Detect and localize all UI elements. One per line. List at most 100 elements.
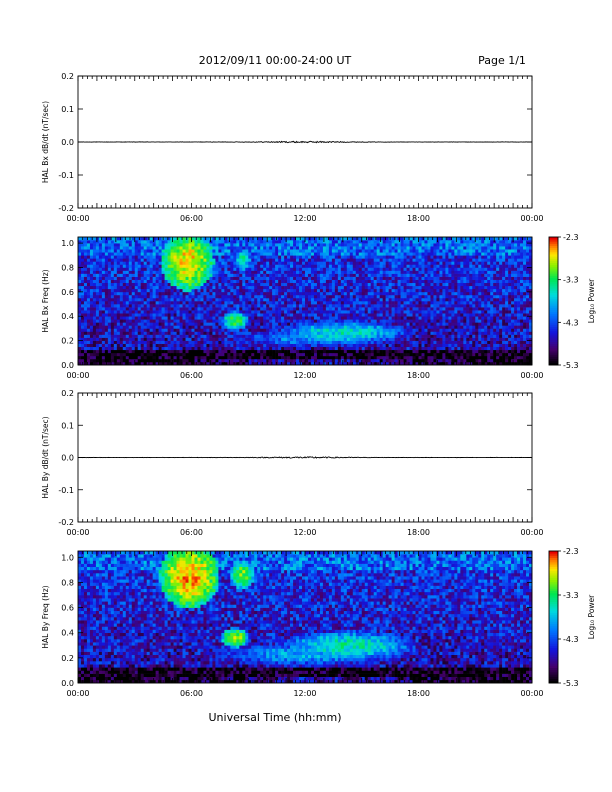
spectrogram-cell — [269, 313, 273, 317]
spectrogram-cell — [194, 343, 198, 348]
spectrogram-cell — [478, 319, 482, 323]
spectrogram-cell — [511, 291, 515, 296]
spectrogram-cell — [101, 355, 106, 360]
spectrogram-cell — [95, 304, 100, 308]
spectrogram-cell — [254, 285, 258, 290]
spectrogram-cell — [80, 267, 85, 271]
spectrogram-cell — [361, 334, 366, 338]
spectrogram-cell — [412, 331, 416, 335]
spectrogram-cell — [101, 276, 106, 280]
spectrogram-cell — [340, 331, 345, 335]
spectrogram-cell — [310, 301, 315, 305]
spectrogram-cell — [296, 334, 300, 338]
spectrogram-cell — [149, 276, 153, 280]
spectrogram-cell — [275, 343, 279, 348]
spectrogram-cell — [364, 313, 369, 317]
spectrogram-cell — [355, 340, 360, 344]
spectrogram-cell — [520, 276, 524, 280]
spectrogram-cell — [98, 316, 103, 320]
spectrogram-cell — [251, 322, 255, 326]
spectrogram-cell — [143, 316, 147, 320]
spectrogram-cell — [101, 310, 106, 314]
spectrogram-cell — [236, 334, 240, 338]
spectrogram-cell — [400, 276, 404, 280]
spectrogram-cell — [379, 316, 383, 320]
spectrogram-cell — [248, 358, 252, 363]
spectrogram-cell — [427, 346, 431, 351]
spectrogram-cell — [373, 285, 377, 290]
spectrogram-cell — [260, 322, 264, 326]
spectrogram-cell — [122, 288, 127, 293]
spectrogram-cell — [248, 337, 252, 341]
spectrogram-cell — [245, 319, 249, 323]
spectrogram-cell — [158, 304, 162, 308]
spectrogram-cell — [310, 288, 315, 293]
spectrogram-cell — [427, 328, 431, 332]
spectrogram-cell — [346, 319, 351, 323]
spectrogram-cell — [439, 313, 443, 317]
spectrogram-cell — [358, 358, 363, 363]
spectrogram-cell — [403, 288, 407, 293]
spectrogram-cell — [221, 343, 225, 348]
spectrogram-cell — [439, 355, 443, 360]
spectrogram-cell — [343, 316, 348, 320]
spectrogram-cell — [382, 273, 386, 277]
spectrogram-cell — [278, 288, 282, 293]
spectrogram-cell — [385, 316, 389, 320]
spectrogram-cell — [415, 282, 419, 287]
spectrogram-cell — [86, 334, 91, 338]
spectrogram-cell — [146, 270, 150, 274]
spectrogram-cell — [400, 282, 404, 287]
spectrogram-cell — [113, 316, 118, 320]
spectrogram-cell — [191, 282, 195, 287]
spectrogram-cell — [496, 310, 500, 314]
spectrogram-cell — [445, 313, 449, 317]
spectrogram-cell — [511, 276, 515, 280]
spectrogram-cell — [164, 322, 168, 326]
spectrogram-cell — [215, 270, 219, 274]
spectrogram-cell — [412, 273, 416, 277]
spectrogram-cell — [358, 352, 363, 357]
spectrogram-cell — [427, 313, 431, 317]
spectrogram-cell — [185, 337, 189, 341]
spectrogram-cell — [499, 346, 503, 351]
spectrogram-cell — [496, 340, 500, 344]
spectrogram-cell — [343, 304, 348, 308]
spectrogram-cell — [361, 355, 366, 360]
spectrogram-cell — [95, 282, 100, 287]
spectrogram-cell — [496, 301, 500, 305]
spectrogram-cell — [355, 319, 360, 323]
spectrogram-cell — [400, 322, 404, 326]
spectrogram-cell — [310, 340, 315, 344]
spectrogram-cell — [394, 273, 398, 277]
spectrogram-cell — [173, 328, 177, 332]
spectrogram-cell — [179, 288, 183, 293]
spectrogram-cell — [439, 316, 443, 320]
spectrogram-cell — [149, 313, 153, 317]
spectrogram-cell — [239, 355, 243, 360]
spectrogram-cell — [391, 294, 395, 299]
spectrogram-cell — [502, 355, 506, 360]
spectrogram-cell — [457, 352, 461, 357]
spectrogram-cell — [245, 279, 249, 284]
spectrogram-cell — [167, 267, 171, 271]
spectrogram-cell — [490, 316, 494, 320]
spectrogram-cell — [281, 285, 285, 290]
spectrogram-cell — [221, 358, 225, 363]
spectrogram-cell — [98, 276, 103, 280]
spectrogram-cell — [370, 334, 374, 338]
spectrogram-cell — [233, 346, 237, 351]
spectrogram-cell — [290, 319, 294, 323]
spectrogram-cell — [514, 340, 518, 344]
spectrogram-cell — [290, 291, 294, 296]
spectrogram-cell — [454, 328, 458, 332]
spectrogram-cell — [233, 352, 237, 357]
spectrogram-cell — [508, 340, 512, 344]
spectrogram-cell — [194, 288, 198, 293]
spectrogram-cell — [391, 301, 395, 305]
spectrogram-cell — [349, 346, 354, 351]
spectrogram-cell — [113, 294, 118, 299]
spectrogram-cell — [176, 355, 180, 360]
spectrogram-cell — [343, 297, 348, 302]
spectrogram-cell — [352, 288, 357, 293]
